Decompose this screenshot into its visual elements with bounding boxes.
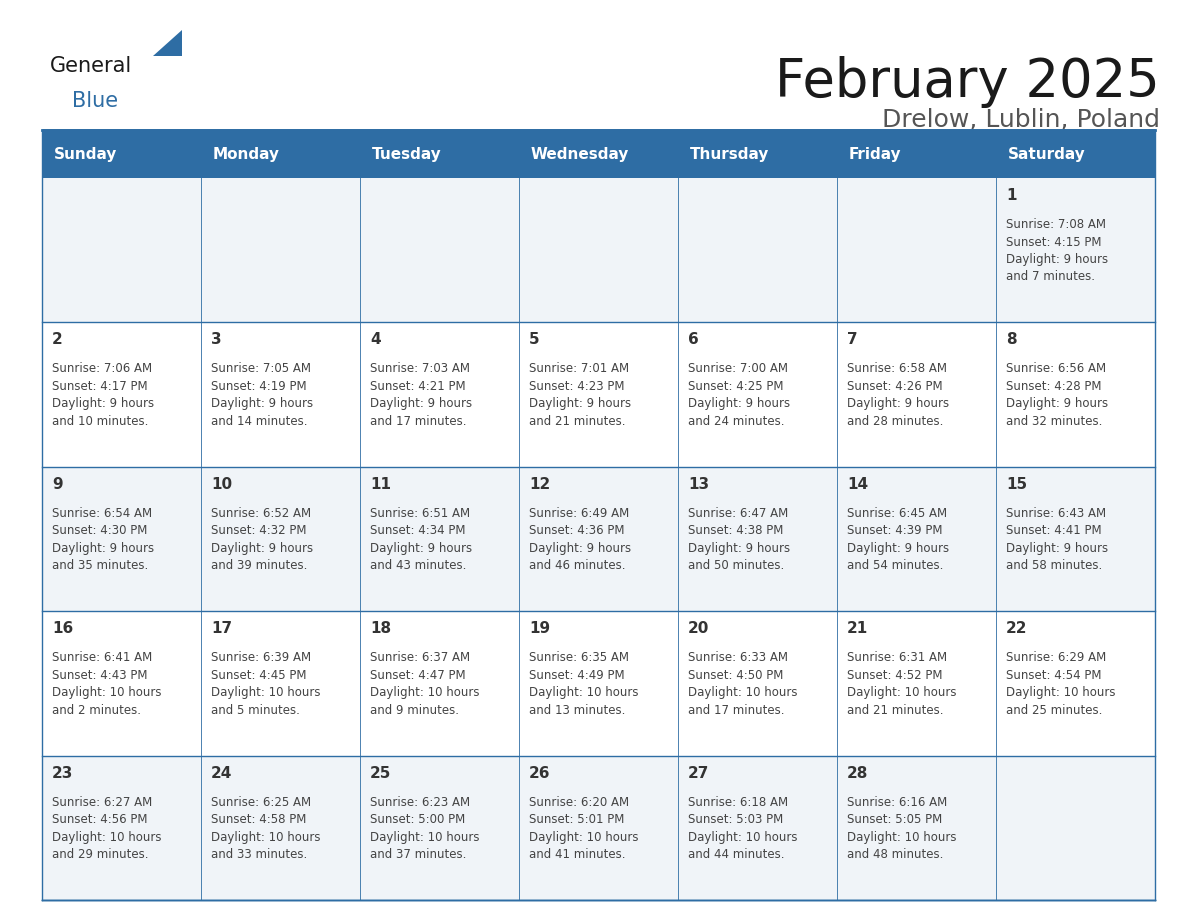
Text: 22: 22 bbox=[1006, 621, 1028, 636]
Bar bbox=[42, 322, 1155, 466]
Text: 14: 14 bbox=[847, 476, 868, 492]
Text: 8: 8 bbox=[1006, 332, 1017, 347]
Text: Sunrise: 6:25 AM
Sunset: 4:58 PM
Daylight: 10 hours
and 33 minutes.: Sunrise: 6:25 AM Sunset: 4:58 PM Dayligh… bbox=[211, 796, 321, 861]
Text: 1: 1 bbox=[1006, 188, 1017, 203]
Text: 17: 17 bbox=[211, 621, 232, 636]
Text: Tuesday: Tuesday bbox=[372, 147, 442, 162]
Text: Sunrise: 6:43 AM
Sunset: 4:41 PM
Daylight: 9 hours
and 58 minutes.: Sunrise: 6:43 AM Sunset: 4:41 PM Dayligh… bbox=[1006, 507, 1108, 572]
Text: 19: 19 bbox=[529, 621, 550, 636]
Text: Sunrise: 7:06 AM
Sunset: 4:17 PM
Daylight: 9 hours
and 10 minutes.: Sunrise: 7:06 AM Sunset: 4:17 PM Dayligh… bbox=[52, 363, 154, 428]
Text: 4: 4 bbox=[369, 332, 380, 347]
Bar bbox=[42, 756, 1155, 900]
Text: Sunrise: 7:08 AM
Sunset: 4:15 PM
Daylight: 9 hours
and 7 minutes.: Sunrise: 7:08 AM Sunset: 4:15 PM Dayligh… bbox=[1006, 218, 1108, 284]
Text: Sunrise: 6:37 AM
Sunset: 4:47 PM
Daylight: 10 hours
and 9 minutes.: Sunrise: 6:37 AM Sunset: 4:47 PM Dayligh… bbox=[369, 651, 480, 717]
Text: Wednesday: Wednesday bbox=[531, 147, 630, 162]
Text: Sunrise: 7:03 AM
Sunset: 4:21 PM
Daylight: 9 hours
and 17 minutes.: Sunrise: 7:03 AM Sunset: 4:21 PM Dayligh… bbox=[369, 363, 472, 428]
Text: Sunrise: 6:51 AM
Sunset: 4:34 PM
Daylight: 9 hours
and 43 minutes.: Sunrise: 6:51 AM Sunset: 4:34 PM Dayligh… bbox=[369, 507, 472, 572]
Text: Blue: Blue bbox=[72, 91, 118, 111]
Text: Sunday: Sunday bbox=[53, 147, 118, 162]
Text: 5: 5 bbox=[529, 332, 539, 347]
Text: 23: 23 bbox=[52, 766, 74, 780]
Text: Sunrise: 6:54 AM
Sunset: 4:30 PM
Daylight: 9 hours
and 35 minutes.: Sunrise: 6:54 AM Sunset: 4:30 PM Dayligh… bbox=[52, 507, 154, 572]
Text: 15: 15 bbox=[1006, 476, 1028, 492]
Text: Sunrise: 6:16 AM
Sunset: 5:05 PM
Daylight: 10 hours
and 48 minutes.: Sunrise: 6:16 AM Sunset: 5:05 PM Dayligh… bbox=[847, 796, 956, 861]
Text: Sunrise: 7:00 AM
Sunset: 4:25 PM
Daylight: 9 hours
and 24 minutes.: Sunrise: 7:00 AM Sunset: 4:25 PM Dayligh… bbox=[688, 363, 790, 428]
Text: Sunrise: 6:31 AM
Sunset: 4:52 PM
Daylight: 10 hours
and 21 minutes.: Sunrise: 6:31 AM Sunset: 4:52 PM Dayligh… bbox=[847, 651, 956, 717]
Text: 16: 16 bbox=[52, 621, 74, 636]
Text: Sunrise: 6:47 AM
Sunset: 4:38 PM
Daylight: 9 hours
and 50 minutes.: Sunrise: 6:47 AM Sunset: 4:38 PM Dayligh… bbox=[688, 507, 790, 572]
Text: February 2025: February 2025 bbox=[776, 56, 1159, 108]
Text: Sunrise: 6:35 AM
Sunset: 4:49 PM
Daylight: 10 hours
and 13 minutes.: Sunrise: 6:35 AM Sunset: 4:49 PM Dayligh… bbox=[529, 651, 638, 717]
Text: 21: 21 bbox=[847, 621, 868, 636]
Text: Sunrise: 7:01 AM
Sunset: 4:23 PM
Daylight: 9 hours
and 21 minutes.: Sunrise: 7:01 AM Sunset: 4:23 PM Dayligh… bbox=[529, 363, 631, 428]
Text: 3: 3 bbox=[211, 332, 222, 347]
Text: Sunrise: 6:45 AM
Sunset: 4:39 PM
Daylight: 9 hours
and 54 minutes.: Sunrise: 6:45 AM Sunset: 4:39 PM Dayligh… bbox=[847, 507, 949, 572]
Text: 6: 6 bbox=[688, 332, 699, 347]
Text: Sunrise: 6:39 AM
Sunset: 4:45 PM
Daylight: 10 hours
and 5 minutes.: Sunrise: 6:39 AM Sunset: 4:45 PM Dayligh… bbox=[211, 651, 321, 717]
Text: Monday: Monday bbox=[213, 147, 280, 162]
Text: Sunrise: 6:20 AM
Sunset: 5:01 PM
Daylight: 10 hours
and 41 minutes.: Sunrise: 6:20 AM Sunset: 5:01 PM Dayligh… bbox=[529, 796, 638, 861]
Text: Sunrise: 6:52 AM
Sunset: 4:32 PM
Daylight: 9 hours
and 39 minutes.: Sunrise: 6:52 AM Sunset: 4:32 PM Dayligh… bbox=[211, 507, 314, 572]
Text: 10: 10 bbox=[211, 476, 232, 492]
Text: Sunrise: 6:41 AM
Sunset: 4:43 PM
Daylight: 10 hours
and 2 minutes.: Sunrise: 6:41 AM Sunset: 4:43 PM Dayligh… bbox=[52, 651, 162, 717]
Text: 27: 27 bbox=[688, 766, 709, 780]
Text: 25: 25 bbox=[369, 766, 391, 780]
Text: 26: 26 bbox=[529, 766, 550, 780]
Text: Sunrise: 6:49 AM
Sunset: 4:36 PM
Daylight: 9 hours
and 46 minutes.: Sunrise: 6:49 AM Sunset: 4:36 PM Dayligh… bbox=[529, 507, 631, 572]
Text: 20: 20 bbox=[688, 621, 709, 636]
Text: Sunrise: 6:58 AM
Sunset: 4:26 PM
Daylight: 9 hours
and 28 minutes.: Sunrise: 6:58 AM Sunset: 4:26 PM Dayligh… bbox=[847, 363, 949, 428]
Text: Sunrise: 6:23 AM
Sunset: 5:00 PM
Daylight: 10 hours
and 37 minutes.: Sunrise: 6:23 AM Sunset: 5:00 PM Dayligh… bbox=[369, 796, 480, 861]
Bar bbox=[42, 130, 1155, 178]
Text: 7: 7 bbox=[847, 332, 858, 347]
Text: Drelow, Lublin, Poland: Drelow, Lublin, Poland bbox=[881, 108, 1159, 132]
Text: Sunrise: 6:29 AM
Sunset: 4:54 PM
Daylight: 10 hours
and 25 minutes.: Sunrise: 6:29 AM Sunset: 4:54 PM Dayligh… bbox=[1006, 651, 1116, 717]
Polygon shape bbox=[153, 30, 182, 56]
Text: Friday: Friday bbox=[849, 147, 902, 162]
Text: 28: 28 bbox=[847, 766, 868, 780]
Text: 11: 11 bbox=[369, 476, 391, 492]
Text: Sunrise: 6:56 AM
Sunset: 4:28 PM
Daylight: 9 hours
and 32 minutes.: Sunrise: 6:56 AM Sunset: 4:28 PM Dayligh… bbox=[1006, 363, 1108, 428]
Text: 9: 9 bbox=[52, 476, 63, 492]
Text: Sunrise: 7:05 AM
Sunset: 4:19 PM
Daylight: 9 hours
and 14 minutes.: Sunrise: 7:05 AM Sunset: 4:19 PM Dayligh… bbox=[211, 363, 314, 428]
Bar bbox=[42, 466, 1155, 611]
Bar bbox=[42, 611, 1155, 756]
Bar bbox=[42, 178, 1155, 322]
Text: 13: 13 bbox=[688, 476, 709, 492]
Text: 24: 24 bbox=[211, 766, 233, 780]
Text: 12: 12 bbox=[529, 476, 550, 492]
Text: Sunrise: 6:27 AM
Sunset: 4:56 PM
Daylight: 10 hours
and 29 minutes.: Sunrise: 6:27 AM Sunset: 4:56 PM Dayligh… bbox=[52, 796, 162, 861]
Text: Sunrise: 6:18 AM
Sunset: 5:03 PM
Daylight: 10 hours
and 44 minutes.: Sunrise: 6:18 AM Sunset: 5:03 PM Dayligh… bbox=[688, 796, 797, 861]
Text: 2: 2 bbox=[52, 332, 63, 347]
Text: Saturday: Saturday bbox=[1007, 147, 1086, 162]
Text: 18: 18 bbox=[369, 621, 391, 636]
Text: General: General bbox=[50, 56, 132, 76]
Text: Sunrise: 6:33 AM
Sunset: 4:50 PM
Daylight: 10 hours
and 17 minutes.: Sunrise: 6:33 AM Sunset: 4:50 PM Dayligh… bbox=[688, 651, 797, 717]
Text: Thursday: Thursday bbox=[690, 147, 770, 162]
